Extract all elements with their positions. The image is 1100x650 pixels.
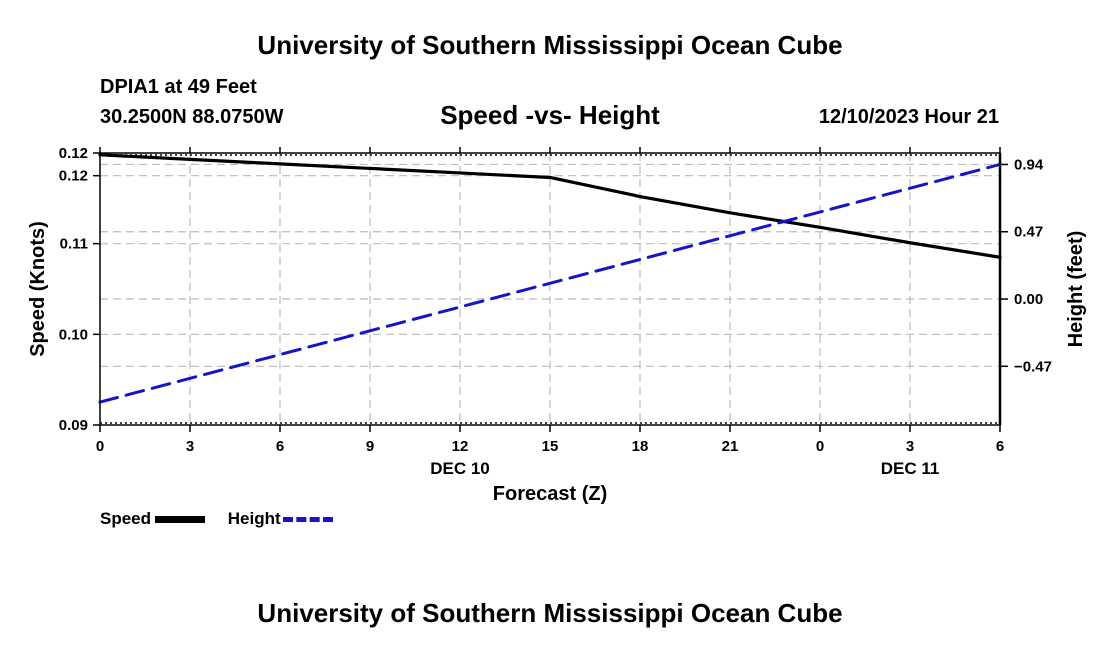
y2-tick-label: 0.94 (1014, 156, 1044, 173)
top-title: University of Southern Mississippi Ocean… (257, 30, 843, 60)
y2-tick-label: 0.00 (1014, 291, 1043, 308)
y-axis-label: Speed (Knots) (27, 221, 49, 357)
x-tick-label: 3 (906, 438, 914, 455)
x-tick-label: 3 (186, 438, 194, 455)
grid-lines (100, 153, 1000, 425)
y2-tick-label: 0.47 (1014, 224, 1043, 241)
y-tick-label: 0.09 (59, 417, 88, 434)
x-tick-label: 0 (816, 438, 824, 455)
series-line-height (98, 162, 1002, 404)
chart-title: Speed -vs- Height (440, 100, 660, 130)
y-tick-label: 0.11 (60, 236, 88, 253)
chart-area: 0 3 6 9 12 15 18 21 0 3 6 DEC 10 DEC 11 0.09 0.10 0.11 0… (27, 145, 1087, 505)
legend-item-speed: Speed (100, 508, 206, 529)
x-tick-label: 21 (722, 438, 739, 455)
station-coordinates: 30.2500N 88.0750W (100, 106, 284, 128)
legend-label-speed: Speed (100, 508, 152, 528)
y-tick-label: 0.12 (59, 145, 88, 162)
legend-item-height: Height (228, 509, 333, 529)
legend: Speed Height (100, 508, 351, 529)
forecast-timestamp: 12/10/2023 Hour 21 (818, 106, 999, 128)
x-tick-label: 6 (276, 438, 284, 455)
y2-axis-label: Height (feet) (1065, 231, 1087, 348)
x-day-label: DEC 10 (430, 459, 490, 478)
series-line-speed (98, 153, 1002, 259)
x-tick-label: 9 (366, 438, 374, 455)
bottom-title: University of Southern Mississippi Ocean… (257, 598, 843, 628)
legend-swatch-height (282, 516, 333, 522)
x-tick-label: 15 (542, 438, 559, 455)
legend-swatch-speed (155, 515, 206, 523)
axis-layer: 0 3 6 9 12 15 18 21 0 3 6 DEC 10 DEC 11 0.09 0.10 0.11 0… (59, 145, 1052, 478)
station-name: DPIA1 at 49 Feet (100, 76, 257, 98)
y-tick-label: 0.10 (59, 326, 88, 343)
x-tick-label: 0 (96, 438, 104, 455)
x-tick-label: 6 (996, 438, 1004, 455)
series-layer (98, 153, 1002, 404)
x-tick-label: 12 (452, 438, 469, 455)
x-day-label: DEC 11 (881, 459, 940, 478)
x-axis-label: Forecast (Z) (493, 483, 607, 505)
legend-label-height: Height (227, 508, 281, 528)
x-tick-label: 18 (632, 438, 649, 455)
y-tick-label: 0.12 (59, 168, 88, 185)
y2-tick-label: −0.47 (1014, 358, 1052, 375)
